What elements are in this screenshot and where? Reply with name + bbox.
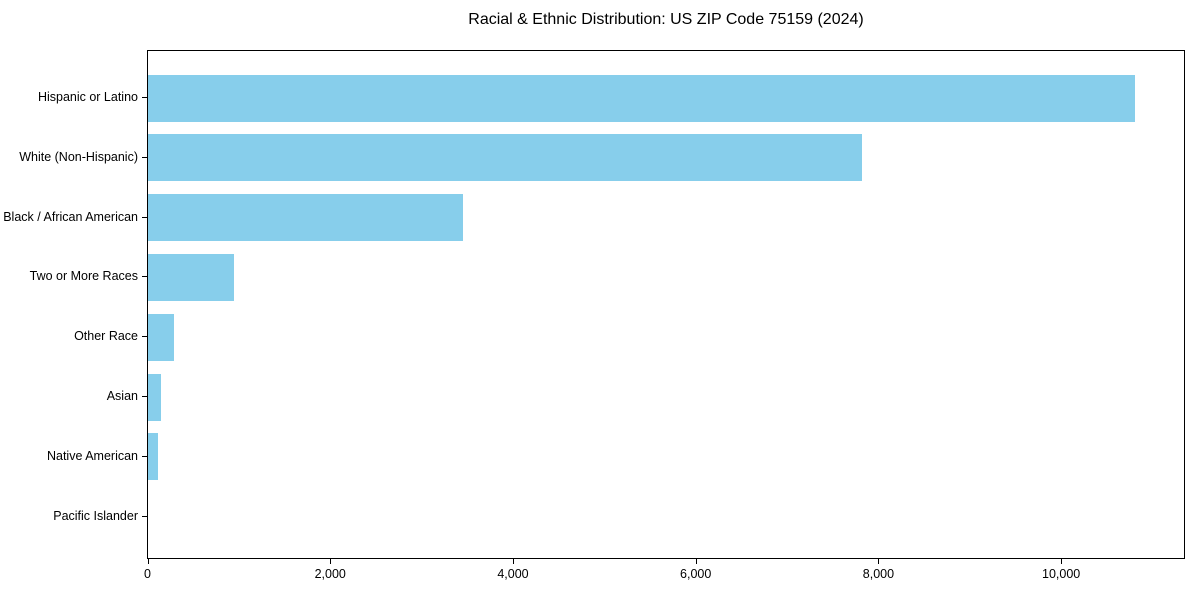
y-tick-mark — [142, 396, 147, 397]
x-tick-mark — [1061, 559, 1063, 564]
y-tick-mark — [142, 156, 147, 158]
y-axis-label: Black / African American — [3, 209, 138, 224]
y-axis-label: Hispanic or Latino — [37, 90, 138, 104]
y-tick-mark — [142, 455, 147, 457]
x-tick-label: 8,000 — [862, 567, 895, 581]
y-axis-label: Two or More Races — [29, 269, 138, 284]
y-axis-label: Asian — [106, 389, 138, 403]
x-tick-mark — [147, 559, 149, 564]
y-axis-label: White (Non-Hispanic) — [19, 149, 138, 164]
plot-area — [147, 50, 1185, 559]
x-tick-label: 4,000 — [497, 567, 529, 581]
x-tick-label: 10,000 — [1042, 567, 1081, 581]
x-tick-label: 2,000 — [314, 567, 346, 581]
bar-native-american — [148, 433, 159, 481]
x-tick-mark — [512, 559, 514, 564]
y-axis-label: Native American — [46, 448, 138, 463]
bar-two-or-more-races — [148, 253, 234, 301]
y-tick-mark — [142, 97, 147, 98]
y-axis-label: Pacific Islander — [53, 508, 138, 523]
bar-white-non-hispanic- — [148, 134, 863, 182]
x-tick-label: 6,000 — [680, 567, 712, 581]
y-axis-label: Other Race — [74, 329, 138, 344]
y-tick-mark — [142, 216, 147, 218]
x-tick-mark — [330, 559, 332, 564]
y-tick-mark — [142, 336, 147, 338]
bar-asian — [148, 373, 161, 421]
bar-other-race — [148, 313, 174, 361]
x-tick-mark — [878, 559, 880, 564]
bar-hispanic-or-latino — [148, 74, 1135, 122]
bar-black-african-american — [148, 194, 464, 242]
chart-title: Racial & Ethnic Distribution: US ZIP Cod… — [468, 11, 864, 28]
x-tick-label: 0 — [144, 567, 151, 581]
x-tick-mark — [695, 559, 697, 564]
y-tick-mark — [142, 276, 147, 278]
y-tick-mark — [142, 515, 147, 517]
